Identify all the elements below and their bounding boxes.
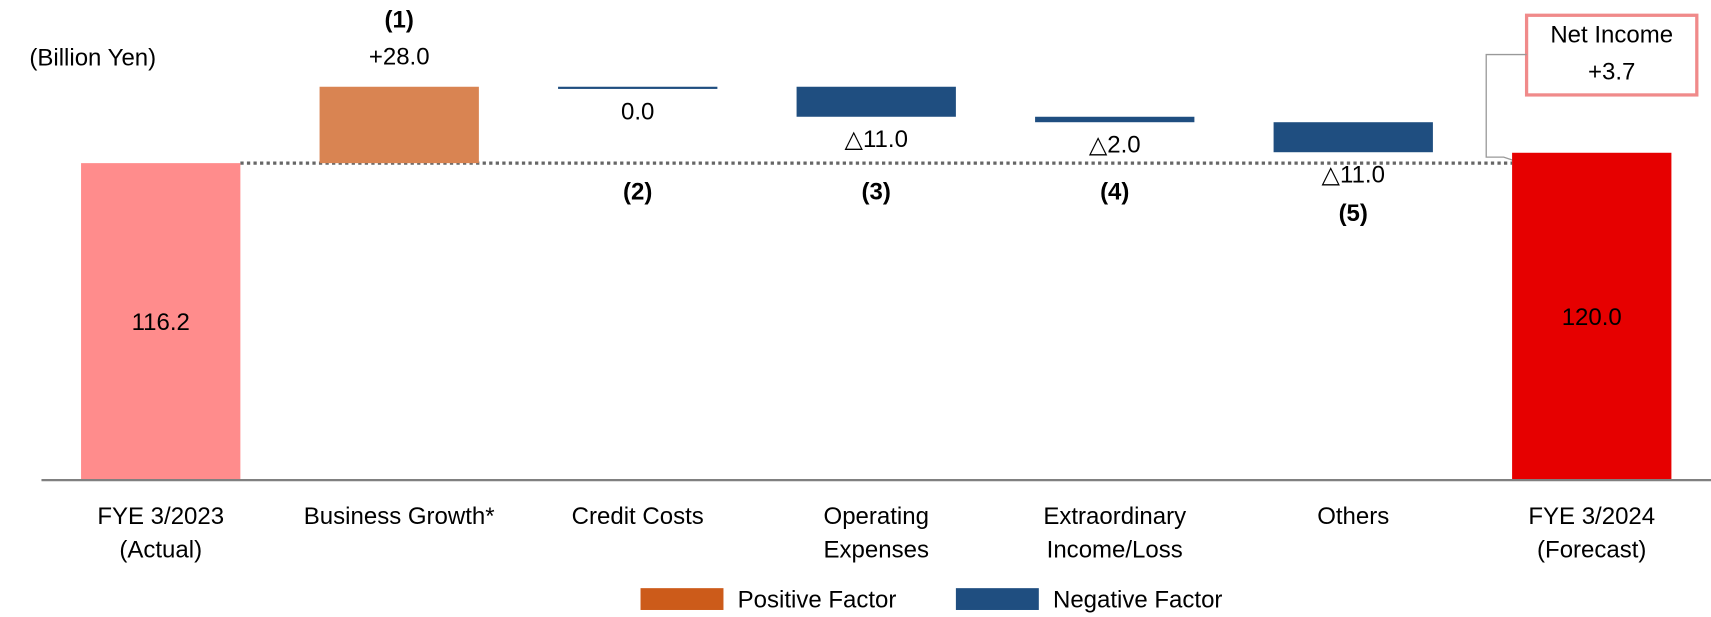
value-label: 116.2 — [132, 309, 190, 336]
x-tick-label: Extraordinary Income/Loss — [1043, 501, 1187, 564]
legend-swatch — [955, 588, 1039, 610]
bar — [1035, 116, 1195, 123]
x-tick-label: Others — [1317, 501, 1390, 530]
x-tick-label: FYE 3/2023 (Actual) — [97, 501, 225, 564]
value-label: +28.0 — [369, 44, 430, 71]
value-label: 120.0 — [1562, 304, 1622, 331]
value-label: 0.0 — [621, 98, 654, 125]
step-label: (1) — [385, 7, 414, 34]
step-label: (2) — [623, 178, 652, 205]
annotation-box — [1524, 13, 1699, 97]
bar — [81, 163, 241, 481]
bar — [558, 86, 718, 89]
annotation-text: +3.7 — [1588, 58, 1635, 85]
x-tick-label: Operating Expenses — [823, 501, 929, 564]
legend-label: Positive Factor — [738, 587, 897, 614]
value-label: △2.0 — [1089, 132, 1141, 159]
bar — [1512, 152, 1672, 481]
x-tick-label: Credit Costs — [571, 501, 704, 530]
step-label: (5) — [1339, 200, 1368, 227]
x-tick-label: FYE 3/2024 (Forecast) — [1528, 501, 1656, 564]
legend-swatch — [640, 588, 724, 610]
annotation-text: Net Income — [1550, 21, 1673, 48]
unit-label: (Billion Yen) — [29, 44, 156, 71]
step-label: (4) — [1100, 178, 1129, 205]
bar — [1273, 122, 1433, 153]
value-label: △11.0 — [1322, 162, 1385, 189]
legend-label: Negative Factor — [1053, 587, 1222, 614]
bar — [796, 86, 956, 117]
bar — [319, 86, 479, 164]
step-label: (3) — [862, 178, 891, 205]
annotation-connector — [1485, 53, 1527, 163]
value-label: △11.0 — [845, 126, 908, 153]
x-tick-label: Business Growth* — [303, 501, 495, 530]
